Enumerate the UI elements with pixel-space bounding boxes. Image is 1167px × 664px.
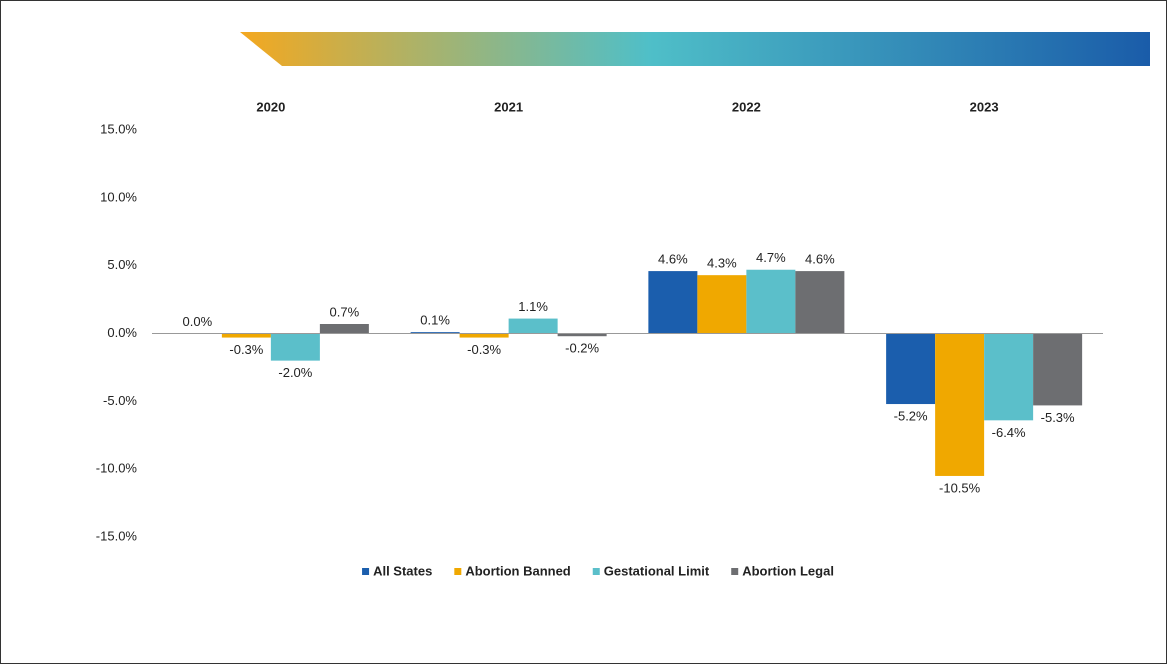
bar <box>221 333 271 338</box>
bar <box>935 333 985 476</box>
header-banner <box>240 32 1150 66</box>
legend-label: Gestational Limit <box>604 563 710 578</box>
value-label: 0.0% <box>183 314 213 329</box>
bar <box>795 271 845 334</box>
y-tick-label: -15.0% <box>96 528 138 543</box>
y-tick-label: 5.0% <box>107 257 137 272</box>
bar <box>557 333 607 337</box>
value-label: 4.7% <box>756 250 786 265</box>
x-tick-label: 2020 <box>256 99 285 114</box>
legend-marker <box>731 568 739 575</box>
value-label: 4.6% <box>805 252 835 267</box>
value-label: 4.6% <box>658 252 688 267</box>
y-tick-label: 10.0% <box>100 189 137 204</box>
y-tick-label: 0.0% <box>107 325 137 340</box>
value-label: 0.7% <box>330 304 360 319</box>
value-label: -5.2% <box>894 408 928 423</box>
value-label: -2.0% <box>278 365 312 380</box>
value-label: -0.3% <box>467 342 501 357</box>
value-label: -5.3% <box>1041 410 1075 425</box>
legend-label: Abortion Legal <box>742 563 834 578</box>
bar <box>270 333 320 361</box>
value-label: -6.4% <box>992 425 1026 440</box>
legend-label: Abortion Banned <box>465 563 570 578</box>
bar <box>410 332 460 334</box>
value-label: -10.5% <box>939 480 981 495</box>
bar <box>697 275 747 334</box>
value-label: 0.1% <box>420 313 450 328</box>
legend-label: All States <box>373 563 432 578</box>
legend-marker <box>592 568 600 575</box>
bar <box>1033 333 1083 406</box>
value-label: 4.3% <box>707 256 737 271</box>
bar <box>508 318 558 334</box>
value-label: -0.3% <box>229 342 263 357</box>
x-tick-label: 2023 <box>970 99 999 114</box>
legend-marker <box>454 568 462 575</box>
bar <box>746 269 796 334</box>
bar <box>984 333 1034 421</box>
bar <box>648 271 698 334</box>
value-label: -0.2% <box>565 341 599 356</box>
bar <box>886 333 936 405</box>
x-tick-label: 2021 <box>494 99 523 114</box>
y-tick-label: -10.0% <box>96 461 138 476</box>
bar <box>459 333 509 338</box>
value-label: 1.1% <box>518 299 548 314</box>
bar <box>319 324 369 334</box>
legend-marker <box>362 568 370 575</box>
y-tick-label: -5.0% <box>103 393 137 408</box>
x-tick-label: 2022 <box>732 99 761 114</box>
y-tick-label: 15.0% <box>100 121 137 136</box>
